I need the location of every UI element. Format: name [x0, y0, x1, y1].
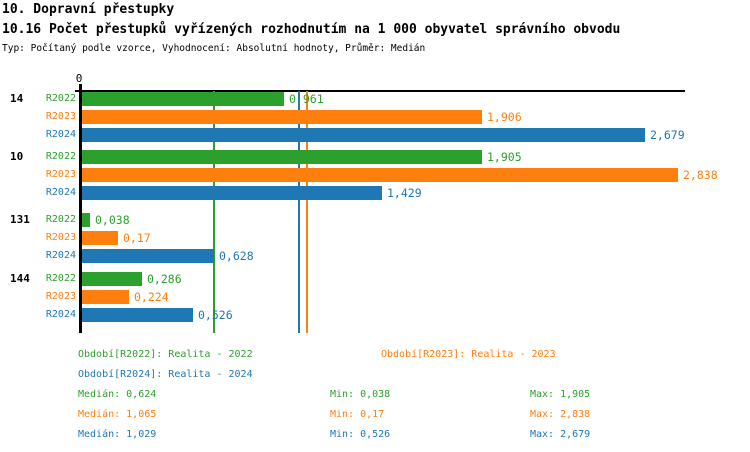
series-row-label: R2024 [45, 129, 76, 140]
chart-meta-line: Typ: Počítaný podle vzorce, Vyhodnocení:… [2, 43, 426, 54]
bar-value-label: 0,224 [134, 290, 169, 304]
bar-r2022-131 [82, 213, 90, 227]
bar-value-label: 0,038 [95, 213, 130, 227]
bar-r2024-14 [82, 128, 645, 142]
series-row-label: R2023 [45, 111, 76, 122]
bar-value-label: 1,906 [487, 110, 522, 124]
bar-value-label: 1,905 [487, 150, 522, 164]
legend-item-r2024: Období[R2024]: Realita - 2024 [78, 369, 253, 380]
bar-r2023-10 [82, 168, 678, 182]
series-row-label: R2022 [45, 93, 76, 104]
category-label: 10 [10, 150, 24, 163]
stat-min-r2024: Min: 0,526 [330, 429, 391, 440]
series-row-label: R2022 [45, 273, 76, 284]
series-row-label: R2023 [45, 169, 76, 180]
bar-r2022-14 [82, 92, 284, 106]
series-row-label: R2023 [45, 291, 76, 302]
bar-r2024-131 [82, 249, 214, 263]
stat-median-r2022: Medián: 0,624 [78, 389, 157, 400]
median-line-r2023 [306, 91, 308, 333]
plot-area: 0 0,961 1,906 2,679 1,905 2,838 1,429 0,038 0,1… [75, 72, 718, 333]
category-label: 144 [10, 272, 30, 285]
median-line-r2024 [298, 91, 300, 333]
legend-item-r2022: Období[R2022]: Realita - 2022 [78, 349, 253, 360]
category-label: 14 [10, 92, 24, 105]
bar-r2024-10 [82, 186, 382, 200]
bar-r2023-144 [82, 290, 129, 304]
series-row-label: R2024 [45, 187, 76, 198]
bar-r2023-131 [82, 231, 118, 245]
stat-median-r2023: Medián: 1,065 [78, 409, 157, 420]
series-row-label: R2022 [45, 214, 76, 225]
bar-value-label: 0,961 [289, 92, 324, 106]
bar-r2024-144 [82, 308, 193, 322]
bar-value-label: 0,17 [123, 231, 151, 245]
stat-max-r2022: Max: 1,905 [530, 389, 591, 400]
bar-r2022-144 [82, 272, 142, 286]
bar-value-label: 1,429 [387, 186, 422, 200]
median-line-r2022 [213, 91, 215, 333]
legend-item-r2023: Období[R2023]: Realita - 2023 [381, 349, 556, 360]
stat-min-r2022: Min: 0,038 [330, 389, 391, 400]
series-row-label: R2024 [45, 309, 76, 320]
bar-value-label: 0,286 [147, 272, 182, 286]
bar-value-label: 2,838 [683, 168, 718, 182]
bar-value-label: 2,679 [650, 128, 685, 142]
page-title: 10. Dopravní přestupky [2, 2, 175, 17]
bar-value-label: 0,526 [198, 308, 233, 322]
bar-value-label: 0,628 [219, 249, 254, 263]
chart-subtitle: 10.16 Počet přestupků vyřízených rozhodn… [2, 22, 621, 37]
category-label: 131 [10, 213, 30, 226]
stat-max-r2023: Max: 2,838 [530, 409, 591, 420]
stat-min-r2023: Min: 0,17 [330, 409, 385, 420]
bar-r2023-14 [82, 110, 482, 124]
stat-median-r2024: Medián: 1,029 [78, 429, 157, 440]
y-axis-line [79, 84, 82, 333]
x-axis-origin-label: 0 [75, 72, 83, 85]
bar-r2022-10 [82, 150, 482, 164]
series-row-label: R2024 [45, 250, 76, 261]
series-row-label: R2023 [45, 232, 76, 243]
series-row-label: R2022 [45, 151, 76, 162]
stat-max-r2024: Max: 2,679 [530, 429, 591, 440]
x-axis-line [75, 90, 685, 92]
